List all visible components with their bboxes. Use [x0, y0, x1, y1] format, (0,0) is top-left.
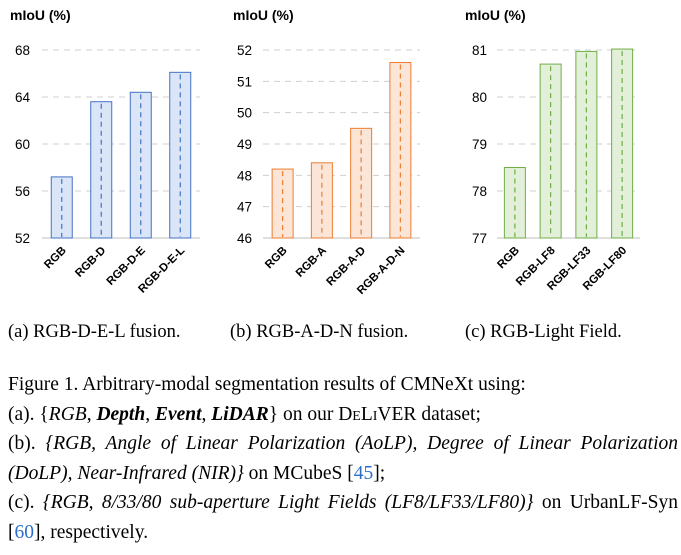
chart-title: mIoU (%)	[10, 7, 71, 23]
x-tick-label: RGB	[495, 245, 522, 272]
bar-rgb	[503, 167, 526, 239]
y-tick-label: 47	[237, 200, 252, 215]
x-tick-label: RGB-A	[294, 245, 329, 280]
x-tick-label: RGB	[263, 245, 290, 272]
x-tick-label: RGB-D	[73, 245, 108, 280]
y-tick-label: 56	[15, 184, 30, 199]
chart-title: mIoU (%)	[233, 7, 294, 23]
y-tick-label: 77	[472, 231, 487, 246]
subcaption-c: (c) RGB-Light Field.	[465, 322, 622, 342]
chart-panel-3: mIoU (%)7778798081RGBRGB-LF8RGB-LF33RGB-…	[465, 7, 640, 293]
bar-rgb-d-e	[129, 91, 152, 239]
chart-title: mIoU (%)	[465, 7, 526, 23]
caption-part-b: (b). {RGB, Angle of Linear Polarization …	[8, 433, 678, 484]
caption-part-a: (a). {RGB, Depth, Event, LiDAR} on our D…	[8, 403, 481, 425]
x-tick-label: RGB	[42, 245, 69, 272]
y-tick-label: 80	[472, 90, 487, 105]
bar-rgb-d-e-l	[169, 71, 192, 239]
y-tick-label: 48	[237, 168, 252, 183]
y-tick-label: 51	[237, 74, 252, 89]
y-tick-label: 79	[472, 137, 487, 152]
y-tick-label: 81	[472, 43, 487, 58]
subcaption-a: (a) RGB-D-E-L fusion.	[8, 322, 181, 342]
bar-rgb-a-d	[350, 127, 373, 239]
y-tick-label: 52	[237, 43, 252, 58]
y-tick-label: 50	[237, 106, 252, 121]
y-tick-label: 64	[15, 90, 31, 105]
bar-rgb-a	[310, 162, 333, 239]
citation-link-45[interactable]: 45	[353, 462, 374, 484]
y-tick-label: 60	[15, 137, 30, 152]
citation-link-60[interactable]: 60	[14, 521, 35, 543]
figure-caption: Figure 1. Arbitrary-modal segmentation r…	[8, 370, 678, 547]
subcaption-b: (b) RGB-A-D-N fusion.	[230, 322, 409, 342]
bar-rgb	[271, 168, 294, 239]
caption-intro: Figure 1. Arbitrary-modal segmentation r…	[8, 374, 526, 395]
y-tick-label: 52	[15, 231, 30, 246]
dataset-name: DeLiVER	[338, 403, 417, 425]
y-tick-label: 68	[15, 43, 30, 58]
caption-part-c: (c). {RGB, 8/33/80 sub-aperture Light Fi…	[8, 492, 679, 543]
y-tick-label: 78	[472, 184, 487, 199]
y-tick-label: 49	[237, 137, 252, 152]
subcaptions: (a) RGB-D-E-L fusion. (b) RGB-A-D-N fusi…	[0, 322, 681, 352]
y-tick-label: 46	[237, 231, 252, 246]
